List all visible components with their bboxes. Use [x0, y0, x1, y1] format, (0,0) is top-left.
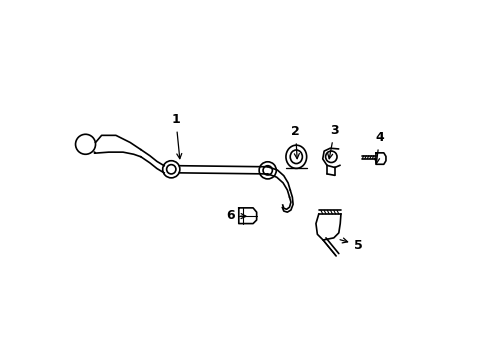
Text: 5: 5 — [339, 238, 363, 252]
Text: 4: 4 — [374, 131, 383, 163]
Text: 3: 3 — [327, 124, 338, 159]
Text: 1: 1 — [171, 113, 182, 159]
Text: 2: 2 — [291, 125, 299, 159]
Text: 6: 6 — [226, 209, 245, 222]
